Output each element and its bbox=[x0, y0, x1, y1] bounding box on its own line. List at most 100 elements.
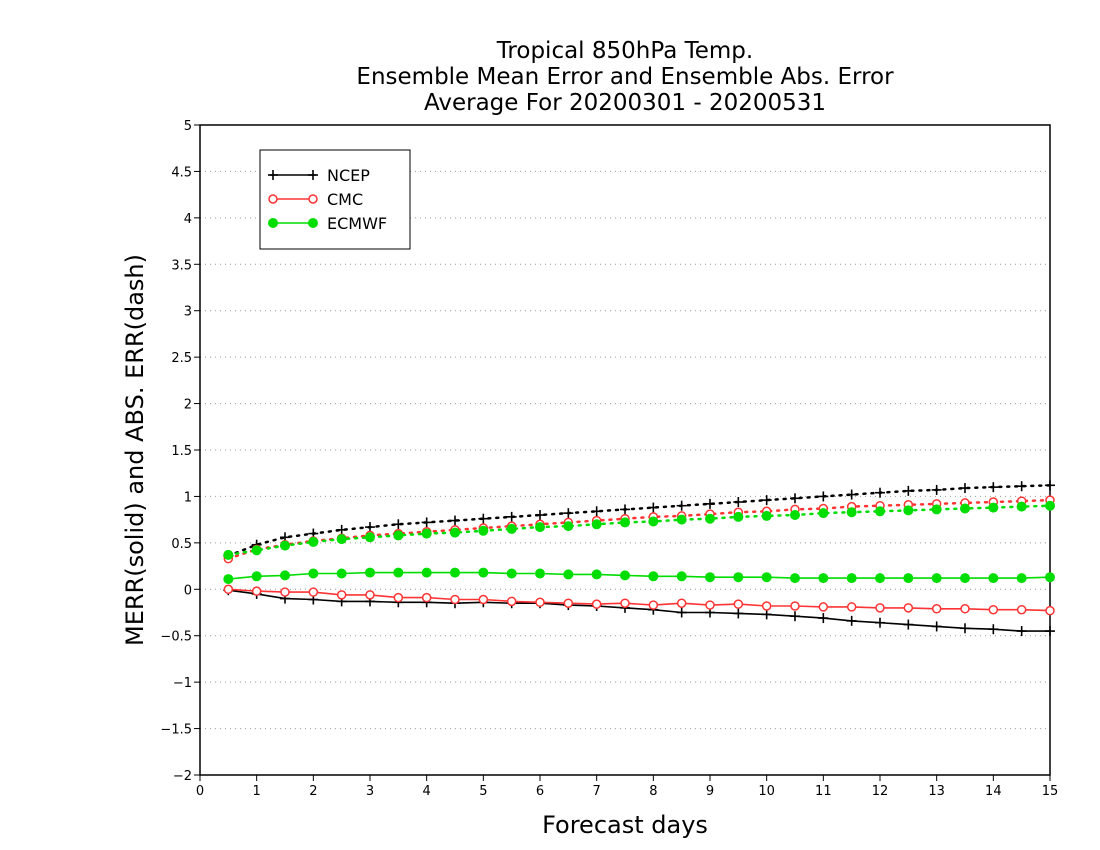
data-point-ecmwf-abs_err bbox=[846, 507, 857, 518]
data-point-ncep-abs_err bbox=[506, 511, 517, 522]
data-point-cmc-merr bbox=[705, 600, 715, 610]
x-tick-label: 12 bbox=[872, 784, 889, 799]
y-tick-label: −1 bbox=[173, 676, 192, 691]
y-tick-label: 4 bbox=[184, 212, 192, 227]
data-point-cmc-merr bbox=[1045, 605, 1055, 616]
data-point-ncep-abs_err bbox=[676, 500, 687, 511]
data-point-cmc-merr bbox=[818, 602, 829, 612]
data-point-ecmwf-merr bbox=[365, 567, 375, 578]
data-point-cmc-merr bbox=[421, 592, 432, 603]
series-ecmwf-merr bbox=[223, 567, 1055, 585]
data-point-ecmwf-merr bbox=[393, 567, 404, 578]
data-point-ncep-abs_err bbox=[393, 519, 404, 530]
data-point-ecmwf-abs_err bbox=[251, 545, 262, 556]
title-line-1: Tropical 850hPa Temp. bbox=[496, 38, 753, 64]
grid bbox=[200, 170, 1050, 730]
data-point-ecmwf-merr bbox=[931, 573, 942, 584]
legend-label: ECMWF bbox=[327, 214, 387, 233]
data-point-ncep-abs_err bbox=[790, 493, 800, 504]
data-point-cmc-merr bbox=[988, 604, 999, 615]
series-line-ncep-solid bbox=[227, 589, 1051, 632]
data-point-ecmwf-merr bbox=[591, 569, 602, 580]
legend: NCEP CMC ECMWF bbox=[259, 149, 411, 250]
data-point-cmc-merr bbox=[931, 604, 942, 614]
x-tick-label: 7 bbox=[593, 784, 601, 799]
data-point-ecmwf-merr bbox=[705, 572, 715, 583]
x-tick-label: 9 bbox=[706, 784, 714, 799]
data-point-ncep-merr bbox=[676, 607, 687, 618]
legend-label: CMC bbox=[327, 190, 363, 209]
data-point-ncep-abs_err bbox=[931, 484, 942, 495]
series-cmc-abs_err bbox=[223, 495, 1055, 564]
data-point-ecmwf-merr bbox=[960, 573, 970, 584]
y-tick-label: −2 bbox=[173, 769, 192, 784]
data-point-ncep-merr bbox=[1045, 626, 1055, 637]
series-ncep-merr bbox=[223, 585, 1055, 637]
data-point-ncep-merr bbox=[903, 619, 914, 630]
legend-marker bbox=[268, 170, 278, 180]
data-point-ecmwf-merr bbox=[988, 573, 999, 584]
data-point-cmc-merr bbox=[733, 599, 744, 609]
data-point-cmc-merr bbox=[1016, 604, 1027, 615]
data-point-cmc-merr bbox=[563, 598, 574, 608]
data-point-ecmwf-merr bbox=[790, 573, 800, 584]
legend-label: NCEP bbox=[327, 166, 370, 185]
title-line-3: Average For 20200301 - 20200531 bbox=[424, 90, 826, 116]
data-point-ncep-abs_err bbox=[1016, 481, 1027, 492]
data-point-cmc-merr bbox=[393, 592, 404, 603]
data-point-ncep-abs_err bbox=[365, 522, 375, 533]
legend-item-ecmwf: ECMWF bbox=[268, 214, 387, 233]
data-point-ncep-abs_err bbox=[761, 495, 772, 506]
x-tick-label: 11 bbox=[815, 784, 832, 799]
data-point-ecmwf-abs_err bbox=[705, 513, 715, 524]
data-point-ecmwf-abs_err bbox=[790, 510, 800, 520]
data-point-ecmwf-merr bbox=[903, 573, 914, 584]
data-point-ecmwf-abs_err bbox=[563, 521, 574, 532]
data-point-cmc-merr bbox=[450, 594, 460, 605]
y-tick-label: 0 bbox=[184, 583, 192, 598]
y-axis-ticks: −2 −1.5 −1 −0.5 0 0.5 1 1.5 2 2.5 3 3.5 4 4.5 5 bbox=[160, 119, 200, 784]
data-point-ecmwf-merr bbox=[421, 567, 432, 578]
title-line-2: Ensemble Mean Error and Ensemble Abs. Er… bbox=[356, 64, 894, 90]
y-axis-label: MERR(solid) and ABS. ERR(dash) bbox=[121, 254, 149, 646]
data-point-ecmwf-abs_err bbox=[336, 534, 347, 545]
data-point-ecmwf-merr bbox=[251, 571, 262, 582]
data-point-ncep-merr bbox=[875, 617, 885, 628]
data-point-cmc-merr bbox=[280, 587, 290, 597]
data-point-ecmwf-abs_err bbox=[648, 516, 659, 527]
data-point-ecmwf-merr bbox=[563, 569, 574, 580]
data-point-ncep-abs_err bbox=[818, 491, 829, 502]
series-ecmwf-abs_err bbox=[223, 500, 1055, 560]
legend-item-cmc: CMC bbox=[268, 190, 363, 209]
data-point-ecmwf-merr bbox=[336, 568, 347, 579]
chart-title: Tropical 850hPa Temp. Ensemble Mean Erro… bbox=[356, 38, 894, 116]
data-point-cmc-merr bbox=[308, 587, 319, 597]
y-tick-label: 2.5 bbox=[171, 351, 192, 366]
data-point-cmc-merr bbox=[478, 594, 489, 605]
data-point-ecmwf-merr bbox=[450, 567, 460, 578]
data-point-cmc-merr bbox=[251, 586, 262, 596]
data-point-ecmwf-merr bbox=[733, 572, 744, 583]
x-tick-label: 4 bbox=[423, 784, 431, 799]
data-point-ncep-abs_err bbox=[591, 506, 602, 517]
data-point-cmc-merr bbox=[336, 590, 347, 600]
data-point-ecmwf-abs_err bbox=[280, 540, 290, 551]
data-point-ncep-merr bbox=[733, 608, 744, 619]
y-tick-label: −1.5 bbox=[160, 723, 192, 738]
data-point-ncep-abs_err bbox=[733, 497, 744, 507]
x-tick-label: 13 bbox=[928, 784, 945, 799]
data-point-ncep-abs_err bbox=[336, 524, 347, 535]
data-point-ecmwf-abs_err bbox=[393, 530, 404, 541]
data-point-ecmwf-abs_err bbox=[591, 519, 602, 530]
legend-item-ncep: NCEP bbox=[268, 166, 370, 185]
data-point-cmc-merr bbox=[960, 604, 970, 614]
series-layer bbox=[223, 480, 1055, 637]
data-point-ncep-abs_err bbox=[903, 485, 914, 496]
data-point-ecmwf-abs_err bbox=[535, 522, 545, 533]
data-point-ecmwf-abs_err bbox=[450, 527, 460, 538]
x-tick-label: 0 bbox=[196, 784, 204, 799]
series-ncep-abs_err bbox=[223, 480, 1055, 561]
series-line-cmc-solid bbox=[227, 588, 1051, 612]
data-point-cmc-merr bbox=[223, 584, 234, 595]
data-point-ecmwf-abs_err bbox=[818, 508, 829, 519]
